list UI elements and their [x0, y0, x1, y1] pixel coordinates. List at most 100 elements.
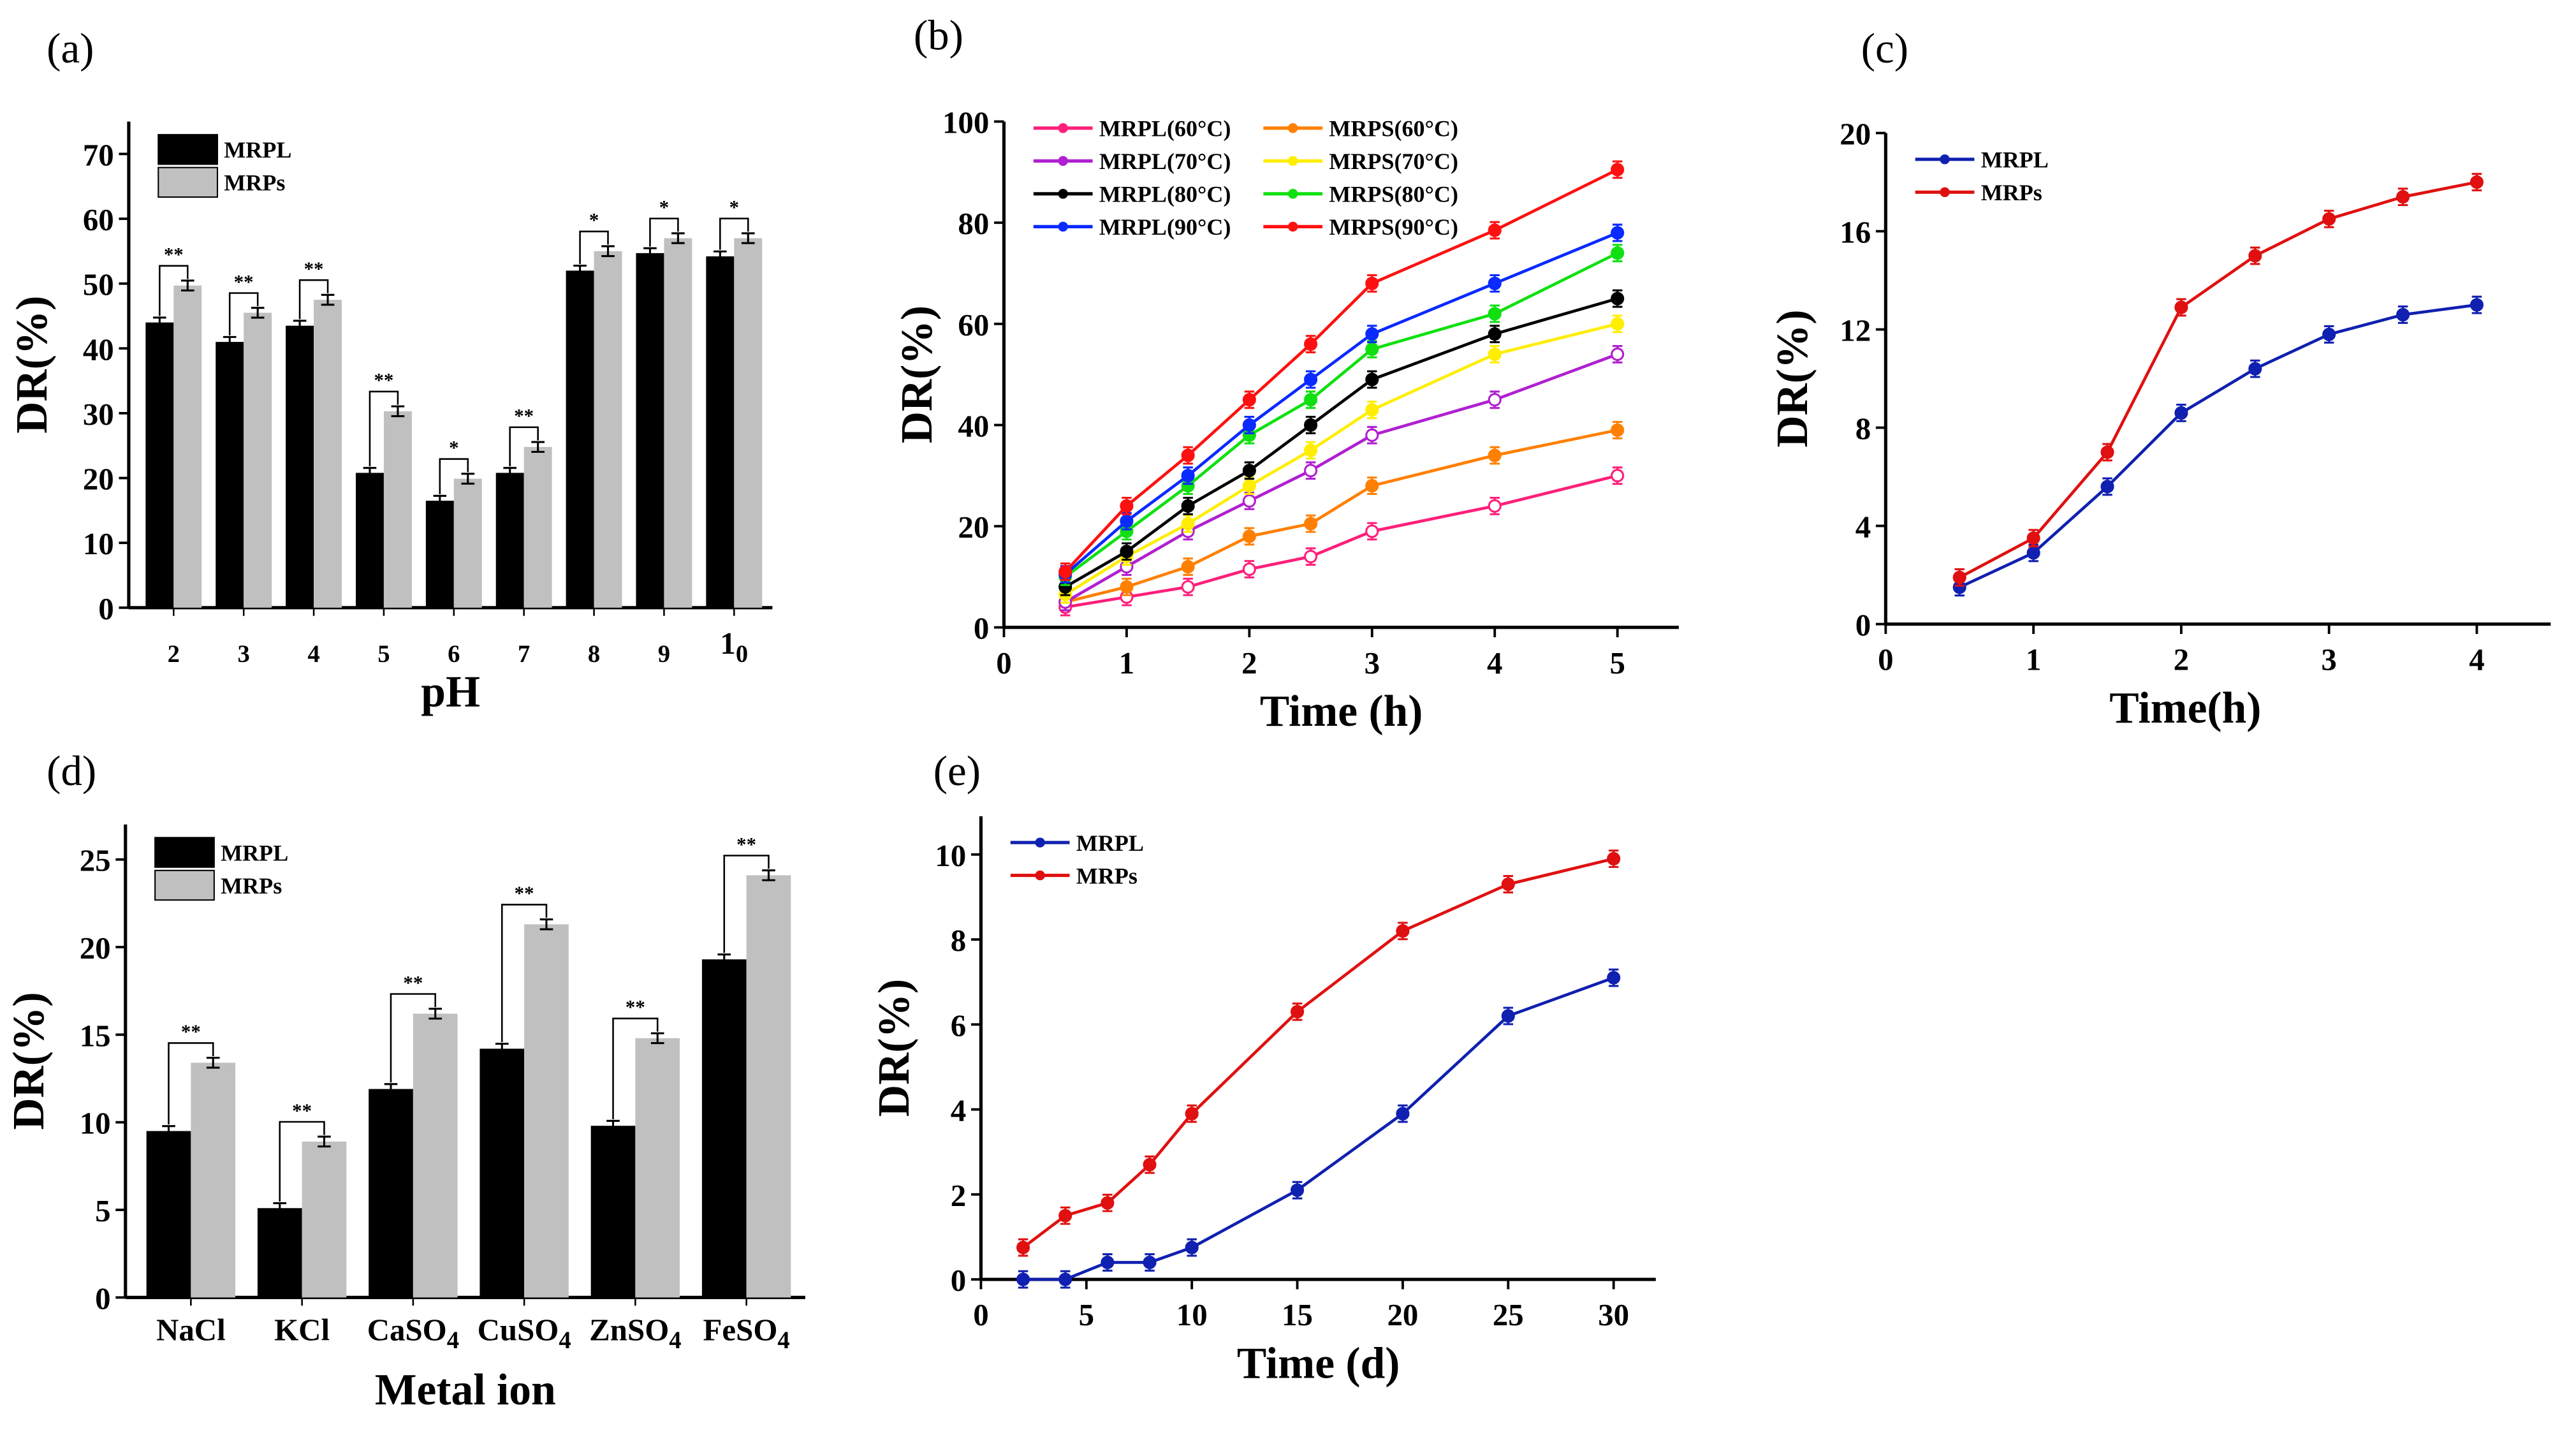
data-point	[1952, 570, 1966, 584]
y-tick-label: 4	[951, 1093, 966, 1128]
y-tick-label: 10	[83, 526, 114, 561]
data-point	[2248, 362, 2262, 376]
x-tick-label: 5	[1079, 1297, 1094, 1332]
series-line	[1064, 251, 1618, 578]
legend-swatch	[154, 869, 215, 901]
error-bar	[643, 247, 657, 260]
data-point	[2396, 190, 2410, 204]
significance-label: *	[729, 196, 739, 218]
y-axis-label: DR(%)	[8, 296, 57, 434]
data-point	[1611, 347, 1625, 361]
legend-label: MRPL(80°C)	[1099, 182, 1231, 207]
bar-mrps	[191, 1063, 236, 1298]
data-point	[2174, 300, 2188, 314]
data-point	[1304, 418, 1318, 432]
data-point	[1304, 464, 1318, 478]
y-tick-label: 15	[80, 1018, 111, 1053]
legend-marker	[1940, 154, 1950, 165]
x-tick-label: 1	[1119, 645, 1134, 681]
y-tick-label: 70	[83, 137, 114, 172]
x-tick-label: 6	[448, 641, 460, 668]
significance-label: **	[304, 257, 324, 279]
data-point	[1488, 393, 1502, 407]
data-point	[1058, 564, 1072, 579]
series-line	[1065, 429, 1618, 604]
data-point	[1611, 317, 1625, 331]
legend-label: MRPL(90°C)	[1099, 214, 1231, 240]
data-point	[2248, 249, 2262, 263]
x-tick-label: 7	[518, 641, 530, 668]
y-tick-label: 60	[958, 307, 989, 342]
data-point	[1488, 448, 1502, 462]
significance-label: **	[515, 882, 534, 904]
y-tick-label: 20	[80, 931, 111, 966]
data-point	[1185, 1240, 1199, 1254]
panel-b: (b) 0 20 40 60 80 100 DR(%) 0 1 2 3 4 5 Time (h) MRPL(6…	[893, 11, 1679, 736]
error-bar	[428, 1008, 443, 1020]
data-point	[1242, 418, 1256, 432]
y-tick-label: 2	[951, 1178, 966, 1213]
data-point	[1365, 342, 1379, 357]
bar-mrpl	[706, 256, 735, 608]
legend-label: MRPS(90°C)	[1329, 214, 1458, 240]
data-point	[1291, 1183, 1305, 1197]
data-point	[1365, 327, 1379, 341]
error-bar	[671, 232, 685, 244]
y-tick-label: 8	[951, 923, 966, 958]
legend-label: MRPL(60°C)	[1099, 116, 1231, 142]
bar-mrps	[734, 238, 763, 608]
series-line	[1064, 322, 1618, 596]
panel-e: (e) 0 2 4 6 8 10 DR(%) 0 5 10 15 20 25 30 Time (d) MRPL M…	[870, 747, 1656, 1388]
x-axis-label: Time (d)	[1237, 1339, 1400, 1388]
y-axis-label: DR(%)	[1768, 309, 1817, 447]
legend-marker	[1940, 187, 1950, 198]
x-tick-label: 0	[973, 1297, 988, 1332]
error-bar	[601, 245, 615, 258]
significance-bracket	[159, 265, 189, 316]
x-tick-label: 1	[2026, 642, 2041, 677]
legend-marker	[1288, 189, 1298, 199]
significance-label: **	[374, 369, 393, 391]
significance-bracket	[612, 1017, 659, 1119]
data-point	[1242, 393, 1256, 407]
significance-label: **	[403, 971, 423, 994]
bar-mrps	[523, 446, 552, 608]
x-tick-label: 2	[1241, 645, 1257, 681]
series-line	[1022, 857, 1614, 1249]
significance-label: **	[626, 996, 645, 1018]
data-point	[1242, 562, 1256, 577]
y-tick-label: 6	[951, 1008, 966, 1043]
significance-label: **	[514, 404, 534, 427]
bar-mrpl	[495, 473, 524, 608]
data-point	[1488, 307, 1502, 321]
legend-label: MRPL	[1981, 147, 2049, 173]
x-tick-label: 25	[1493, 1297, 1524, 1332]
significance-bracket	[723, 855, 770, 953]
error-bar	[180, 279, 194, 291]
data-point	[2026, 546, 2040, 560]
panel-label: (e)	[933, 747, 981, 795]
significance-bracket	[439, 458, 469, 494]
y-axis-label: DR(%)	[4, 992, 54, 1129]
y-tick-label: 0	[951, 1263, 966, 1298]
data-point	[2470, 175, 2484, 189]
bar-mrpl	[369, 1089, 413, 1298]
y-tick-label: 4	[1855, 510, 1871, 545]
significance-bracket	[649, 217, 679, 247]
significance-label: *	[589, 209, 599, 231]
bar-mrps	[453, 478, 482, 608]
bar-mrpl	[590, 1126, 636, 1298]
x-tick-label: CaSO4	[367, 1312, 459, 1354]
data-point	[1101, 1255, 1115, 1269]
error-bar	[391, 405, 405, 418]
x-axis-label: Metal ion	[375, 1365, 556, 1415]
data-point	[1242, 464, 1256, 478]
data-point	[1304, 517, 1318, 531]
error-bar	[714, 250, 727, 263]
legend-marker	[1288, 221, 1298, 232]
data-point	[1365, 479, 1379, 493]
data-point	[1365, 276, 1379, 290]
data-point	[1501, 1009, 1515, 1023]
bar-mrps	[244, 313, 272, 608]
error-bar	[273, 1202, 287, 1214]
